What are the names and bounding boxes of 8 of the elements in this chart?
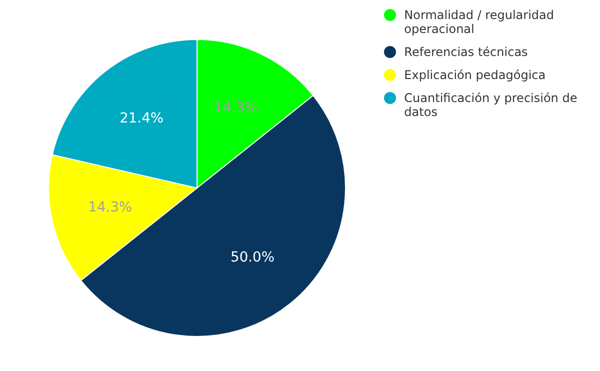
legend-label: Explicación pedagógica (404, 68, 546, 82)
data-label: 50.0% (230, 250, 274, 266)
data-label: 14.3% (88, 200, 132, 216)
data-label: 21.4% (120, 110, 164, 126)
legend-label: Cuantificación y precisión de datos (404, 91, 578, 119)
legend-label: Referencias técnicas (404, 45, 528, 59)
legend-label: Normalidad / regularidad operacional (404, 8, 556, 36)
data-label: 14.3% (214, 100, 258, 116)
